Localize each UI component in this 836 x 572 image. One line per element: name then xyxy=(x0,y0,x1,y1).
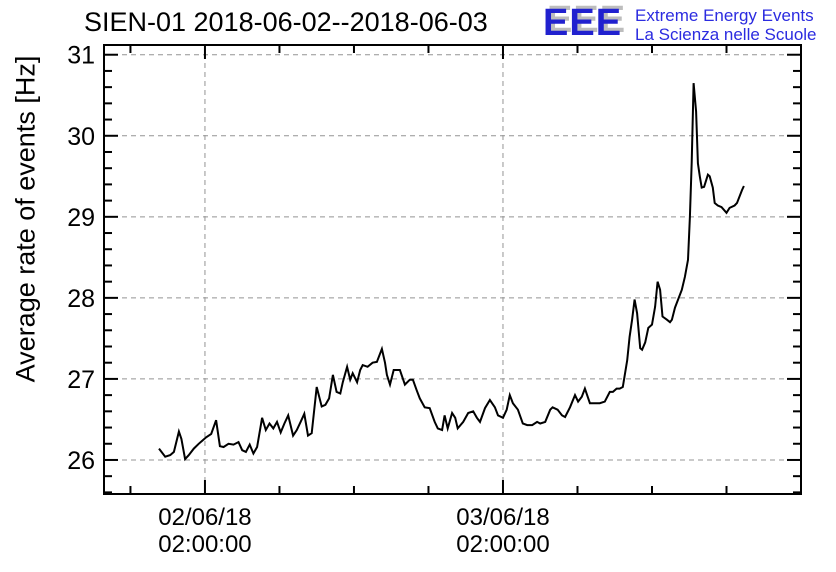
x-tick-label-time: 02:00:00 xyxy=(158,531,251,558)
eee-logo-line2: La Scienza nelle Scuole xyxy=(635,25,817,44)
plot-frame xyxy=(103,44,802,495)
gridlines xyxy=(104,45,801,494)
eee-logo: EEE Extreme Energy Events La Scienza nel… xyxy=(543,3,817,44)
axis-tick-labels: 26272829303102/06/1802:00:0003/06/1802:0… xyxy=(67,42,550,558)
x-tick-label-time: 02:00:00 xyxy=(456,531,549,558)
x-tick-label-date: 03/06/18 xyxy=(456,504,549,531)
eee-logo-line1: Extreme Energy Events xyxy=(635,6,814,25)
axis-ticks xyxy=(104,45,801,494)
y-tick-label: 30 xyxy=(67,123,95,151)
chart-title: SIEN-01 2018-06-02--2018-06-03 xyxy=(84,7,488,37)
y-tick-label: 29 xyxy=(67,204,95,232)
y-tick-label: 28 xyxy=(67,285,95,313)
eee-logo-acronym: EEE xyxy=(543,2,623,44)
x-tick-label-date: 02/06/18 xyxy=(158,504,251,531)
y-axis-label: Average rate of events [Hz] xyxy=(10,55,41,383)
y-tick-label: 31 xyxy=(67,42,95,70)
eee-logo-text: Extreme Energy Events La Scienza nelle S… xyxy=(635,3,816,44)
rate-series-line xyxy=(158,83,745,462)
y-tick-label: 26 xyxy=(67,447,95,475)
y-tick-label: 27 xyxy=(67,366,95,394)
